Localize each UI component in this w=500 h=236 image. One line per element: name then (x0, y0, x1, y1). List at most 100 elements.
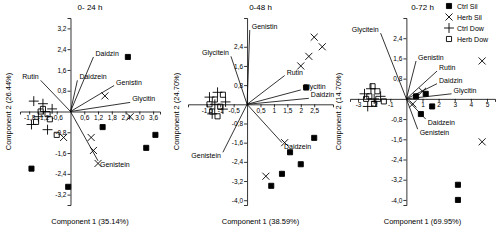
tick: -4,0 (391, 197, 406, 204)
point (364, 96, 369, 101)
vector-label: Genistein (100, 161, 130, 168)
loading-vector (70, 102, 130, 111)
legend-label: Ctrl Sil (457, 3, 478, 10)
loading-vector (406, 94, 451, 99)
point (269, 183, 274, 188)
tick: 2,4 (393, 35, 406, 42)
vector-label: Rutin (287, 69, 303, 76)
point (381, 99, 386, 104)
title: 0-48 h (249, 3, 272, 12)
point (29, 166, 34, 171)
point (153, 132, 158, 137)
tick: -2,4 (55, 170, 70, 177)
vector-label: Rutin (22, 73, 38, 80)
tick-label: 0,6 (80, 114, 89, 121)
figure: -1,8-1,2-0,60,61,21,82,43,03,63,22,41,60… (0, 0, 500, 236)
tick-mark (244, 200, 247, 201)
point (218, 104, 228, 114)
point (90, 147, 97, 154)
tick: 5 (486, 99, 490, 109)
point (127, 113, 134, 120)
x-axis-title: Component 1 (69.95%) (384, 217, 462, 226)
tick-mark (244, 85, 247, 86)
point (221, 97, 231, 107)
tick: 1 (273, 104, 277, 114)
tick-label: 2,4 (234, 43, 243, 50)
point (54, 132, 59, 137)
point (262, 173, 269, 180)
tick-label: 1,2 (94, 114, 103, 121)
tick: 3 (453, 99, 457, 109)
loading-vector (247, 98, 309, 104)
point (144, 145, 149, 150)
tick-label: -3 (356, 101, 362, 108)
point (370, 84, 375, 89)
tick: 1,8 (108, 112, 117, 122)
tick-label: -2,4 (391, 156, 403, 163)
tick: 0,5 (256, 104, 265, 114)
tick: 3,6 (149, 112, 158, 122)
tick: 2,4 (57, 46, 70, 53)
vector-label: Genistin (418, 54, 444, 61)
point (38, 99, 48, 109)
tick-mark (244, 66, 247, 67)
tick: -2 (372, 99, 378, 109)
legend-symbol (446, 36, 451, 41)
loading-vector (406, 61, 416, 99)
x-axis: -1,8-1,2-0,60,61,21,82,43,03,6 (21, 112, 161, 122)
point (47, 104, 57, 114)
point (455, 182, 460, 187)
tick: 1,2 (94, 112, 103, 122)
point (287, 150, 292, 155)
point (312, 135, 317, 140)
x-axis: -3-2-112345 (351, 99, 496, 109)
legend-symbol (446, 3, 451, 8)
tick-mark (67, 28, 70, 29)
tick: 2 (299, 104, 303, 114)
tick-mark (244, 181, 247, 182)
vector-label: Daidzein (428, 119, 455, 126)
tick-mark (67, 195, 70, 196)
tick: 1,6 (393, 55, 406, 62)
point (376, 91, 386, 101)
tick-label: -0,8 (391, 116, 403, 123)
tick: 3,0 (135, 112, 144, 122)
tick-label: -2,4 (232, 158, 244, 165)
point (418, 111, 423, 116)
plot-area (27, 54, 158, 189)
x-axis-title: Component 1 (38.59%) (222, 217, 300, 226)
tick: -2,4 (232, 158, 247, 165)
tick-mark (67, 174, 70, 175)
point (88, 134, 95, 141)
loading-vector (381, 33, 407, 99)
tick-label: -4,0 (391, 197, 403, 204)
loading-vector (247, 90, 301, 104)
panel: -3-2-1123452,41,60,8-0,8-1,6-2,4-3,2-4,0… (334, 3, 496, 226)
tick-mark (403, 160, 406, 161)
tick-label: 2 (437, 101, 441, 108)
tick: 1,5 (283, 104, 292, 114)
tick-mark (403, 200, 406, 201)
vector-label: Daidzin (95, 50, 118, 57)
x-axis-title: Component 1 (35.14%) (51, 217, 129, 226)
tick: -2,4 (391, 156, 406, 163)
vector-label: Genistein (420, 129, 450, 136)
tick-mark (244, 162, 247, 163)
y-axis: 2,41,60,8-0,8-1,6-2,4-3,2-4,0 (391, 19, 407, 206)
vector-label: Rutin (439, 64, 455, 71)
legend: Ctrl SilHerb SilCtrl DowHerb Dow (444, 3, 489, 43)
point (29, 96, 39, 106)
point (455, 197, 460, 202)
legend-label: Ctrl Dow (457, 25, 485, 32)
vector-label: Glycitein (202, 49, 229, 57)
vector-label: Genistein (191, 152, 221, 159)
tick-label: -4,0 (232, 197, 244, 204)
tick-mark (244, 123, 247, 124)
loading-vector (406, 99, 425, 119)
tick: 2 (437, 99, 441, 109)
point (212, 97, 217, 102)
axis-line (403, 19, 407, 206)
point (101, 92, 108, 99)
loading-vector (247, 76, 285, 105)
point (40, 106, 45, 111)
